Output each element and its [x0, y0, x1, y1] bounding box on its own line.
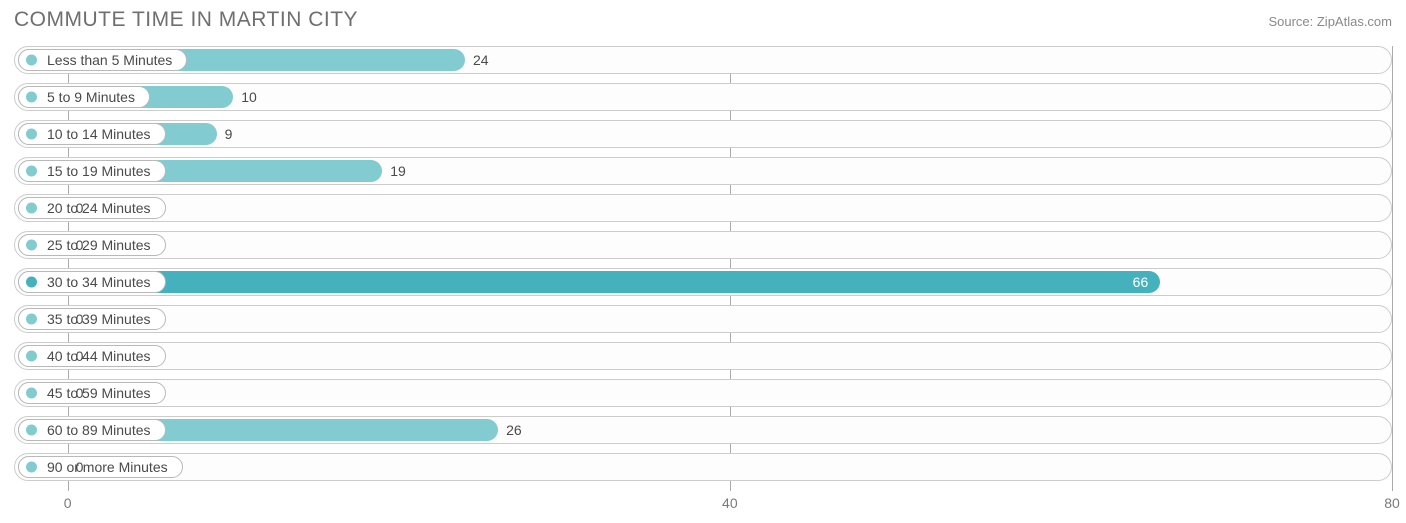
category-pill: 45 to 59 Minutes [18, 382, 166, 404]
category-label: 45 to 59 Minutes [47, 385, 151, 401]
category-pill: 35 to 39 Minutes [18, 308, 166, 330]
bar-row: 35 to 39 Minutes0 [14, 305, 1392, 333]
category-label: 40 to 44 Minutes [47, 348, 151, 364]
category-pill: 5 to 9 Minutes [18, 86, 150, 108]
pill-dot-icon [26, 55, 37, 66]
row-track [14, 342, 1392, 370]
category-pill: Less than 5 Minutes [18, 49, 187, 71]
row-track [14, 305, 1392, 333]
value-label: 26 [498, 416, 522, 444]
category-pill: 60 to 89 Minutes [18, 419, 166, 441]
row-track [14, 379, 1392, 407]
value-label: 24 [465, 46, 489, 74]
value-label: 0 [68, 342, 84, 370]
x-tick-label: 40 [722, 495, 738, 511]
category-label: 15 to 19 Minutes [47, 163, 151, 179]
category-pill: 25 to 29 Minutes [18, 234, 166, 256]
bar-row: 20 to 24 Minutes0 [14, 194, 1392, 222]
value-label: 0 [68, 305, 84, 333]
pill-dot-icon [26, 314, 37, 325]
category-label: 20 to 24 Minutes [47, 200, 151, 216]
category-label: 5 to 9 Minutes [47, 89, 135, 105]
value-label: 19 [382, 157, 406, 185]
value-label: 0 [68, 453, 84, 481]
bar-row: 5 to 9 Minutes 10 [14, 83, 1392, 111]
category-label: 25 to 29 Minutes [47, 237, 151, 253]
pill-dot-icon [26, 203, 37, 214]
grid-line [1392, 46, 1393, 491]
pill-dot-icon [26, 425, 37, 436]
x-tick-label: 0 [64, 495, 72, 511]
row-track [14, 231, 1392, 259]
pill-dot-icon [26, 129, 37, 140]
chart-source: Source: ZipAtlas.com [1268, 8, 1392, 29]
bar-row: Less than 5 Minutes 24 [14, 46, 1392, 74]
chart-header: COMMUTE TIME IN MARTIN CITY Source: ZipA… [0, 0, 1406, 40]
bar-row: 60 to 89 Minutes 26 [14, 416, 1392, 444]
category-pill: 15 to 19 Minutes [18, 160, 166, 182]
value-label: 0 [68, 231, 84, 259]
value-label: 10 [233, 83, 257, 111]
bar-row: 45 to 59 Minutes0 [14, 379, 1392, 407]
pill-dot-icon [26, 462, 37, 473]
value-label: 66 [18, 268, 1160, 296]
value-label: 0 [68, 379, 84, 407]
source-name: ZipAtlas.com [1317, 14, 1392, 29]
category-pill: 20 to 24 Minutes [18, 197, 166, 219]
x-axis: 04080 [14, 495, 1392, 513]
pill-dot-icon [26, 351, 37, 362]
value-label: 0 [68, 194, 84, 222]
bar-row: 10 to 14 Minutes 9 [14, 120, 1392, 148]
bar-row: 40 to 44 Minutes0 [14, 342, 1392, 370]
category-label: 60 to 89 Minutes [47, 422, 151, 438]
row-track [14, 453, 1392, 481]
x-tick-label: 80 [1384, 495, 1400, 511]
chart-title: COMMUTE TIME IN MARTIN CITY [14, 8, 358, 32]
category-label: 90 or more Minutes [47, 459, 168, 475]
pill-dot-icon [26, 166, 37, 177]
category-pill: 40 to 44 Minutes [18, 345, 166, 367]
pill-dot-icon [26, 240, 37, 251]
chart-plot-area: Less than 5 Minutes 24 5 to 9 Minutes 10 10 … [14, 46, 1392, 491]
category-pill: 10 to 14 Minutes [18, 123, 166, 145]
category-label: Less than 5 Minutes [47, 52, 172, 68]
value-label: 9 [217, 120, 233, 148]
bar-row: 30 to 34 Minutes66 [14, 268, 1392, 296]
bar-row: 25 to 29 Minutes0 [14, 231, 1392, 259]
source-prefix: Source: [1268, 14, 1316, 29]
bar-row: 15 to 19 Minutes 19 [14, 157, 1392, 185]
bar-row: 90 or more Minutes0 [14, 453, 1392, 481]
row-track [14, 194, 1392, 222]
pill-dot-icon [26, 92, 37, 103]
pill-dot-icon [26, 388, 37, 399]
category-label: 35 to 39 Minutes [47, 311, 151, 327]
category-pill: 90 or more Minutes [18, 456, 183, 478]
category-label: 10 to 14 Minutes [47, 126, 151, 142]
